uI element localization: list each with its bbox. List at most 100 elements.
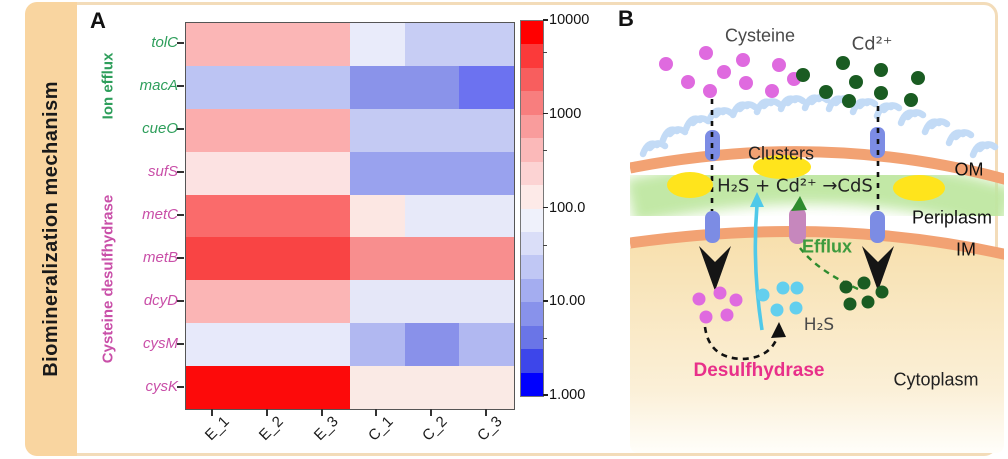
panel-b-label: B bbox=[618, 6, 634, 31]
h2s-export-arrowhead-icon bbox=[750, 192, 764, 207]
periplasm-label: Periplasm bbox=[911, 207, 993, 228]
efflux-label: Efflux bbox=[801, 236, 853, 257]
heatmap-cell-dcyD-C_1 bbox=[350, 280, 405, 324]
heatmap-cell-metC-E_1 bbox=[186, 194, 241, 238]
h2s-export-arrow bbox=[753, 204, 764, 331]
row-tick bbox=[177, 128, 184, 131]
colorbar-tick bbox=[543, 300, 548, 302]
heatmap-cell-tolC-C_2 bbox=[404, 23, 460, 66]
cysteine-bottom-dot-icon bbox=[713, 286, 727, 300]
heatmap-cell-tolC-E_2 bbox=[240, 23, 296, 66]
cd-top-dot-icon bbox=[819, 85, 833, 99]
heatmap-cell-cueO-C_1 bbox=[350, 108, 405, 152]
cysteine-bottom-dot-icon bbox=[692, 292, 706, 306]
col-tick bbox=[320, 409, 323, 416]
heatmap-cell-macA-E_3 bbox=[295, 65, 350, 109]
row-tick bbox=[177, 42, 184, 45]
im-channel-left-icon bbox=[705, 211, 720, 243]
heatmap-cell-dcyD-C_2 bbox=[404, 280, 460, 324]
heatmap-cell-macA-E_2 bbox=[240, 65, 296, 109]
lps-squiggle-icon bbox=[659, 126, 689, 144]
heatmap-cell-cysM-E_1 bbox=[186, 323, 241, 367]
heatmap-cell-sufS-C_3 bbox=[459, 151, 514, 195]
cysteine-top-dot-icon bbox=[765, 84, 779, 98]
heatmap-cell-sufS-C_1 bbox=[350, 151, 405, 195]
cysteine-label: Cysteine bbox=[724, 25, 796, 46]
colorbar-tick-label-4: 1.000 bbox=[549, 387, 586, 403]
cd-bottom-dot-icon bbox=[843, 297, 857, 311]
colorbar-band-0 bbox=[521, 21, 543, 45]
gene-label-tolC: tolC bbox=[151, 34, 178, 52]
lps-layer bbox=[639, 94, 999, 159]
heatmap-cell-cysM-C_3 bbox=[459, 323, 514, 367]
clusters-label: Clusters bbox=[747, 143, 815, 164]
cd-top-dot-icon bbox=[874, 63, 888, 77]
col-tick bbox=[266, 409, 268, 416]
dots-cd-top bbox=[796, 56, 925, 108]
heatmap-cell-sufS-E_1 bbox=[186, 151, 241, 195]
h2s-bottom-dot-icon bbox=[776, 281, 790, 295]
dots-cysteine-bottom bbox=[692, 286, 743, 324]
cysteine-bottom-dot-icon bbox=[729, 293, 743, 307]
heatmap-cell-metB-E_3 bbox=[295, 237, 350, 281]
heatmap-cell-cysK-C_1 bbox=[350, 366, 405, 409]
lps-squiggle-icon bbox=[729, 101, 759, 119]
colorbar-tick bbox=[543, 394, 548, 396]
lps-squiggle-icon bbox=[753, 98, 783, 116]
colorbar-minor-tick bbox=[543, 150, 547, 152]
gene-label-metC: metC bbox=[142, 206, 178, 223]
cysteine-top-dot-icon bbox=[736, 53, 750, 67]
gene-group-label-0: Ion efflux bbox=[99, 52, 117, 120]
cysteine-top-dot-icon bbox=[739, 76, 753, 90]
periplasm-enzyme-left-icon bbox=[667, 172, 713, 198]
colorbar-band-12 bbox=[521, 302, 543, 326]
cd-bottom-dot-icon bbox=[857, 276, 871, 290]
dots-h2s-bottom bbox=[756, 281, 804, 317]
h2s-bottom-dot-icon bbox=[789, 301, 803, 315]
colorbar-band-1 bbox=[521, 44, 543, 68]
colorbar-band-7 bbox=[521, 185, 543, 209]
dots-cysteine-top bbox=[659, 46, 801, 98]
heatmap-grid bbox=[185, 22, 515, 410]
heatmap-cell-cysK-C_3 bbox=[459, 366, 514, 409]
heatmap-cell-metC-E_2 bbox=[240, 194, 296, 238]
cd-bottom-dot-icon bbox=[839, 280, 853, 294]
row-tick bbox=[177, 171, 184, 174]
heatmap-cell-metC-C_3 bbox=[459, 194, 514, 238]
dots-cd-bottom bbox=[839, 276, 889, 311]
lps-squiggle-icon bbox=[969, 141, 999, 159]
cd-label: Cd²⁺ bbox=[851, 33, 893, 55]
gene-label-sufS: sufS bbox=[147, 163, 178, 181]
heatmap-cell-cueO-E_2 bbox=[240, 108, 296, 152]
cd-top-dot-icon bbox=[911, 71, 925, 85]
colorbar-minor-tick bbox=[543, 245, 547, 247]
colorbar-band-9 bbox=[521, 231, 543, 256]
lps-squiggle-icon bbox=[873, 102, 903, 120]
colorbar-tick bbox=[543, 19, 548, 21]
gene-label-cueO: cueO bbox=[142, 120, 178, 138]
gene-label-macA: macA bbox=[139, 77, 178, 95]
col-tick bbox=[211, 409, 214, 416]
cysteine-top-dot-icon bbox=[772, 58, 786, 72]
lps-squiggle-icon bbox=[777, 95, 807, 113]
panel-a-label: A bbox=[90, 8, 106, 33]
gene-group-label-1: Cysteine desulfhydrase bbox=[99, 195, 117, 364]
heatmap-cell-metB-C_2 bbox=[404, 237, 460, 281]
heatmap-cell-sufS-E_3 bbox=[295, 151, 350, 195]
h2s-bottom-dot-icon bbox=[770, 303, 784, 317]
colorbar-band-3 bbox=[521, 91, 543, 115]
cd-bottom-dot-icon bbox=[861, 295, 875, 309]
cd-top-dot-icon bbox=[904, 93, 918, 107]
heatmap-cell-tolC-E_3 bbox=[295, 23, 350, 66]
col-tick bbox=[430, 409, 432, 416]
desulfhydrase-label: Desulfhydrase bbox=[693, 360, 825, 381]
colorbar-band-8 bbox=[521, 208, 543, 232]
colorbar-band-2 bbox=[521, 67, 543, 92]
heatmap-cell-cysK-E_2 bbox=[240, 366, 296, 409]
cd-top-dot-icon bbox=[849, 75, 863, 89]
colorbar-band-4 bbox=[521, 114, 543, 139]
colorbar-band-10 bbox=[521, 255, 543, 279]
lps-squiggle-icon bbox=[849, 98, 879, 116]
heatmap-cell-dcyD-E_3 bbox=[295, 280, 350, 324]
